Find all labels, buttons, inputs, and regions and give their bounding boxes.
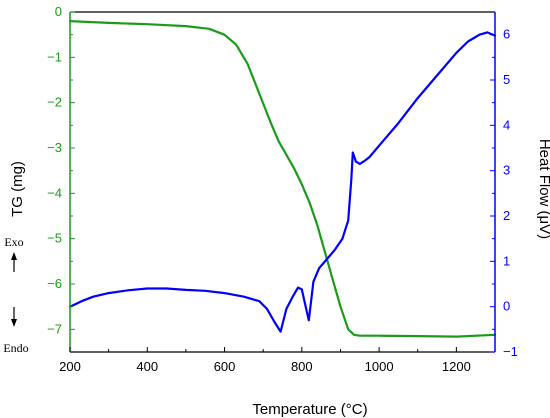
y-left-tick-label: 0 <box>55 4 62 19</box>
endo-label: Endo <box>3 341 28 355</box>
endo-arrow-icon <box>11 307 17 327</box>
y-left-tick-label: −1 <box>47 49 62 64</box>
y-right-tick-label: −1 <box>503 344 518 359</box>
x-tick-label: 600 <box>214 359 236 374</box>
exo-arrow-icon <box>11 252 17 272</box>
y-right-tick-label: 2 <box>503 208 510 223</box>
y-left-tick-label: −7 <box>47 321 62 336</box>
series-line-tg <box>68 20 497 338</box>
plot-area <box>68 20 497 338</box>
axes: 200 400 600 800 1000 1200 0 −1 −2 −3 −4 −5 −6 −7 6 5 4 3 2… <box>47 4 518 374</box>
y-right-axis-title: Heat Flow (μV) <box>536 139 550 239</box>
x-tick-label: 1200 <box>442 359 471 374</box>
y-left-tick-label: −6 <box>47 276 62 291</box>
y-left-axis-title: TG (mg) <box>9 161 26 217</box>
y-left-tick-label: −5 <box>47 231 62 246</box>
x-axis-title: Temperature (°C) <box>252 401 367 418</box>
x-tick-label: 1000 <box>365 359 394 374</box>
x-tick-label: 200 <box>59 359 81 374</box>
y-right-tick-label: 0 <box>503 299 510 314</box>
exo-label: Exo <box>4 235 23 249</box>
y-left-tick-label: −2 <box>47 95 62 110</box>
y-right-tick-label: 3 <box>503 163 510 178</box>
y-right-tick-label: 5 <box>503 72 510 87</box>
y-right-tick-label: 6 <box>503 27 510 42</box>
series-line-heat-flow <box>68 31 497 333</box>
x-tick-label: 400 <box>136 359 158 374</box>
y-left-tick-label: −4 <box>47 185 62 200</box>
y-left-tick-label: −3 <box>47 140 62 155</box>
y-right-tick-label: 1 <box>503 253 510 268</box>
y-right-tick-label: 4 <box>503 117 510 132</box>
x-tick-label: 800 <box>291 359 313 374</box>
